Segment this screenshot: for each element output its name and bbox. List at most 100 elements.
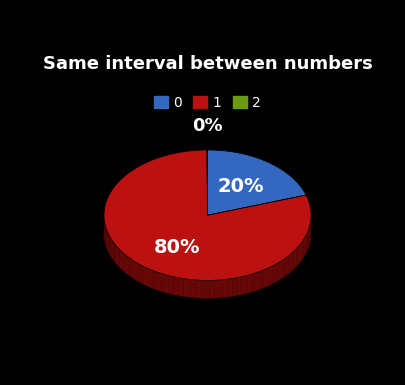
Polygon shape — [109, 236, 110, 256]
Text: Same interval between numbers: Same interval between numbers — [43, 55, 373, 73]
Polygon shape — [268, 267, 270, 286]
Polygon shape — [168, 276, 171, 294]
Polygon shape — [300, 243, 301, 263]
Polygon shape — [240, 276, 243, 295]
Polygon shape — [299, 244, 300, 264]
Polygon shape — [262, 270, 264, 289]
Polygon shape — [207, 150, 306, 215]
Polygon shape — [217, 280, 220, 298]
Polygon shape — [140, 264, 142, 283]
Polygon shape — [181, 278, 183, 296]
Polygon shape — [289, 254, 290, 273]
Polygon shape — [272, 265, 274, 284]
Polygon shape — [173, 277, 176, 295]
Polygon shape — [112, 241, 113, 260]
Polygon shape — [247, 275, 250, 293]
Polygon shape — [255, 273, 257, 291]
Polygon shape — [119, 249, 121, 269]
Polygon shape — [189, 279, 191, 297]
Polygon shape — [296, 248, 298, 267]
Polygon shape — [146, 268, 148, 286]
Polygon shape — [122, 252, 124, 271]
Polygon shape — [212, 280, 215, 298]
Polygon shape — [124, 254, 126, 273]
Polygon shape — [309, 226, 310, 245]
Polygon shape — [259, 271, 262, 290]
Polygon shape — [152, 270, 155, 289]
Polygon shape — [162, 274, 164, 292]
Polygon shape — [276, 263, 278, 282]
Polygon shape — [148, 268, 150, 287]
Polygon shape — [233, 278, 235, 296]
Polygon shape — [104, 150, 311, 280]
Polygon shape — [207, 280, 209, 298]
Polygon shape — [106, 228, 107, 248]
Polygon shape — [304, 237, 305, 256]
Polygon shape — [298, 246, 299, 265]
Polygon shape — [129, 258, 130, 276]
Polygon shape — [284, 258, 286, 277]
Polygon shape — [302, 240, 303, 259]
Polygon shape — [293, 250, 295, 270]
Polygon shape — [194, 280, 196, 298]
Polygon shape — [130, 259, 132, 278]
Text: 0%: 0% — [192, 117, 223, 135]
Text: 80%: 80% — [154, 238, 200, 257]
Polygon shape — [306, 234, 307, 253]
Polygon shape — [121, 251, 122, 270]
Polygon shape — [105, 225, 106, 244]
Polygon shape — [157, 272, 159, 291]
Ellipse shape — [104, 168, 311, 298]
Polygon shape — [136, 262, 138, 281]
Polygon shape — [243, 276, 245, 294]
Polygon shape — [305, 236, 306, 255]
Polygon shape — [155, 271, 157, 290]
Polygon shape — [176, 277, 179, 296]
Polygon shape — [209, 280, 212, 298]
Polygon shape — [215, 280, 217, 298]
Polygon shape — [196, 280, 199, 298]
Polygon shape — [220, 280, 222, 298]
Polygon shape — [179, 278, 181, 296]
Polygon shape — [230, 278, 233, 296]
Polygon shape — [138, 263, 140, 282]
Polygon shape — [166, 275, 168, 293]
Polygon shape — [308, 229, 309, 249]
Polygon shape — [286, 257, 287, 276]
Polygon shape — [191, 280, 194, 298]
Polygon shape — [127, 256, 129, 275]
Polygon shape — [301, 242, 302, 261]
Polygon shape — [202, 280, 204, 298]
Polygon shape — [274, 264, 276, 283]
Polygon shape — [245, 275, 247, 294]
Polygon shape — [117, 247, 118, 266]
Polygon shape — [115, 244, 116, 263]
Polygon shape — [270, 266, 272, 285]
Polygon shape — [134, 261, 136, 280]
Polygon shape — [126, 255, 127, 274]
Polygon shape — [266, 268, 268, 287]
Polygon shape — [282, 259, 284, 278]
Polygon shape — [278, 262, 280, 281]
Polygon shape — [204, 280, 207, 298]
Polygon shape — [118, 248, 119, 267]
Polygon shape — [144, 266, 146, 285]
Polygon shape — [290, 253, 292, 272]
Polygon shape — [186, 279, 189, 297]
Polygon shape — [132, 260, 134, 279]
Polygon shape — [222, 280, 225, 298]
Polygon shape — [292, 252, 293, 271]
Polygon shape — [252, 273, 255, 292]
Polygon shape — [303, 239, 304, 258]
Polygon shape — [280, 261, 282, 280]
Polygon shape — [107, 231, 108, 251]
Polygon shape — [142, 266, 144, 285]
Polygon shape — [183, 279, 186, 297]
Polygon shape — [264, 269, 266, 288]
Polygon shape — [111, 239, 112, 259]
Polygon shape — [238, 277, 240, 295]
Polygon shape — [171, 276, 173, 295]
Polygon shape — [295, 249, 296, 268]
Polygon shape — [116, 245, 117, 264]
Polygon shape — [113, 242, 115, 261]
